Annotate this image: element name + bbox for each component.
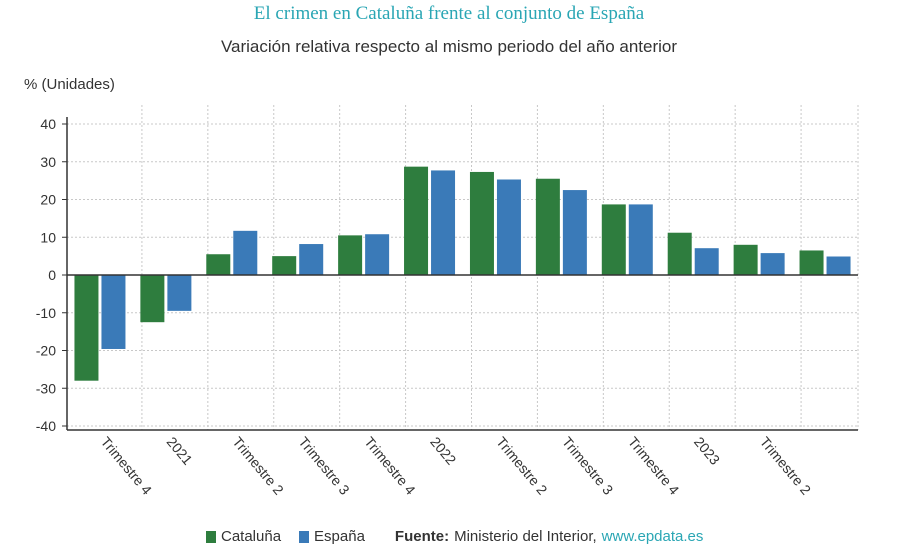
bar-catalunya — [469, 171, 494, 275]
bar-espana — [233, 230, 258, 275]
x-tick-label: Trimestre 2 — [229, 434, 287, 498]
bar-espana — [496, 179, 521, 275]
x-tick-label: 2023 — [691, 434, 723, 468]
y-tick-label: 10 — [40, 229, 56, 245]
x-tick-label: 2022 — [427, 434, 459, 468]
bar-catalunya — [140, 275, 165, 323]
bar-catalunya — [799, 250, 824, 275]
x-tick-label: Trimestre 3 — [295, 434, 353, 498]
legend-swatch-catalunya — [206, 530, 216, 543]
bar-catalunya — [667, 232, 692, 275]
chart-subtitle: Variación relativa respecto al mismo per… — [220, 37, 678, 56]
bar-catalunya — [535, 178, 560, 275]
legend-label-catalunya: Cataluña — [221, 528, 282, 545]
source-label: Fuente: — [394, 528, 450, 545]
y-tick-label: -20 — [36, 343, 56, 359]
x-tick-label: Trimestre 4 — [625, 434, 683, 498]
legend-swatch-espana — [299, 530, 310, 543]
bar-catalunya — [601, 204, 626, 275]
legend-item-espana[interactable]: España — [299, 528, 365, 545]
bar-espana — [760, 253, 785, 275]
bar-espana — [101, 275, 126, 349]
y-axis-label: % (Unidades) — [24, 76, 115, 93]
x-tick-label: Trimestre 4 — [98, 434, 156, 498]
y-tick-label: 40 — [40, 116, 56, 132]
bar-espana — [167, 275, 192, 311]
y-tick-label: 0 — [48, 267, 56, 283]
source-link[interactable]: www.epdata.es — [601, 528, 704, 545]
y-tick-label: 30 — [40, 154, 56, 170]
bar-espana — [694, 248, 719, 275]
y-tick-label: -30 — [36, 380, 56, 396]
x-tick-label: 2021 — [164, 434, 196, 468]
bar-espana — [299, 244, 324, 275]
bar-espana — [562, 190, 587, 275]
bar-catalunya — [338, 235, 363, 275]
bar-espana — [628, 204, 653, 275]
bar-catalunya — [404, 166, 429, 275]
x-tick-label: Trimestre 2 — [493, 434, 551, 498]
bar-catalunya — [272, 256, 297, 275]
y-tick-label: 20 — [40, 192, 56, 208]
bar-espana — [431, 170, 456, 275]
y-tick-label: -40 — [36, 418, 56, 434]
bar-espana — [365, 234, 390, 275]
x-tick-label: Trimestre 4 — [361, 434, 419, 498]
bar-catalunya — [733, 244, 758, 275]
source-text: Ministerio del Interior, — [454, 528, 597, 545]
chart-title: El crimen en Cataluña frente al conjunto… — [253, 3, 645, 24]
bar-catalunya — [74, 275, 99, 381]
x-tick-label: Trimestre 2 — [757, 434, 815, 498]
legend-label-espana: España — [314, 528, 365, 545]
x-tick-label: Trimestre 3 — [559, 434, 617, 498]
bar-espana — [826, 256, 851, 275]
y-tick-label: -10 — [36, 305, 56, 321]
legend: Cataluña España Fuente: Ministerio del I… — [206, 528, 703, 545]
bar-catalunya — [206, 254, 231, 275]
legend-item-catalunya[interactable]: Cataluña — [206, 528, 281, 545]
